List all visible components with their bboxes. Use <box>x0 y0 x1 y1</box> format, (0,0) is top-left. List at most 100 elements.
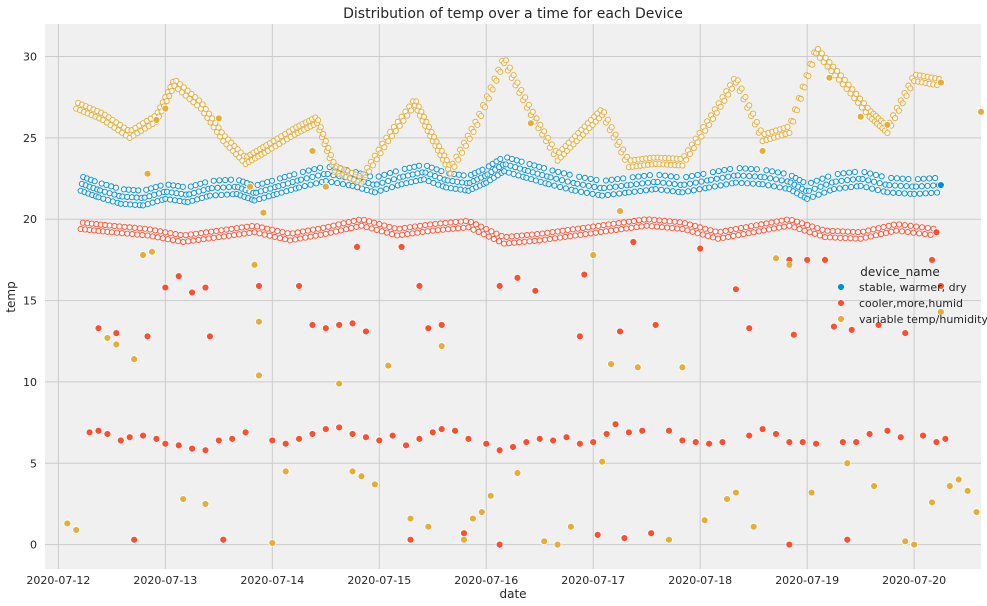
legend-title: device_name <box>860 265 939 279</box>
data-point <box>486 491 495 500</box>
data-point <box>497 68 504 75</box>
data-point <box>255 371 263 380</box>
data-point <box>750 180 757 187</box>
data-point <box>840 170 847 177</box>
data-point <box>180 238 187 246</box>
data-point <box>888 174 895 182</box>
data-point <box>896 433 905 442</box>
data-point <box>738 179 745 187</box>
data-point <box>826 59 833 66</box>
data-point <box>891 182 899 189</box>
data-point <box>888 228 895 235</box>
data-point <box>896 221 903 228</box>
data-point <box>772 176 780 183</box>
data-point <box>721 97 728 104</box>
data-point <box>495 446 504 455</box>
data-point <box>63 519 72 528</box>
data-point <box>223 226 230 233</box>
data-point <box>113 229 120 236</box>
data-point <box>629 238 638 246</box>
data-point <box>307 233 314 240</box>
data-point <box>152 227 159 234</box>
data-point <box>187 231 194 238</box>
y-tick-label: 5 <box>30 457 37 470</box>
data-point <box>289 230 296 237</box>
data-point <box>455 225 462 232</box>
data-point <box>327 152 334 159</box>
data-point <box>692 222 699 230</box>
data-point <box>694 230 701 237</box>
x-tick-label: 2020-07-20 <box>882 574 946 587</box>
data-point <box>895 107 902 114</box>
data-point <box>886 182 893 189</box>
data-point <box>636 217 643 224</box>
data-point <box>694 171 701 178</box>
data-point <box>434 227 441 234</box>
data-point <box>798 438 807 447</box>
data-point <box>376 221 383 228</box>
data-point <box>725 233 732 240</box>
data-point <box>130 355 139 364</box>
data-point <box>730 232 737 240</box>
data-point <box>825 173 832 180</box>
data-point <box>587 230 594 237</box>
data-point <box>884 129 891 137</box>
data-point <box>629 174 636 181</box>
data-point <box>414 170 421 177</box>
data-point <box>707 176 715 183</box>
data-point <box>536 237 543 244</box>
data-point <box>926 175 933 182</box>
data-point <box>343 226 350 233</box>
data-point <box>753 119 760 126</box>
data-point <box>460 172 467 179</box>
data-point <box>176 81 184 88</box>
data-point <box>488 228 495 235</box>
data-point <box>480 231 487 238</box>
data-point <box>391 225 398 232</box>
data-point <box>437 220 444 227</box>
data-point <box>373 156 380 163</box>
data-point <box>922 190 929 197</box>
data-point <box>296 184 303 191</box>
data-point <box>705 439 714 448</box>
data-point <box>589 438 598 447</box>
data-point <box>541 236 548 243</box>
data-point <box>274 227 281 235</box>
data-point <box>438 147 445 154</box>
data-point <box>748 165 755 172</box>
data-point <box>236 231 243 238</box>
data-point <box>381 222 388 229</box>
data-point <box>848 183 855 191</box>
data-point <box>807 488 816 497</box>
data-point <box>103 334 112 342</box>
data-point <box>111 222 118 230</box>
y-tick-label: 15 <box>23 295 37 308</box>
data-point <box>688 172 695 180</box>
data-point <box>557 183 564 191</box>
data-point <box>464 434 473 443</box>
data-point <box>928 498 936 507</box>
data-point <box>856 95 864 102</box>
data-point <box>847 235 854 242</box>
data-point <box>248 223 255 230</box>
data-point <box>809 61 816 68</box>
data-point <box>335 423 344 432</box>
data-point <box>400 117 407 124</box>
data-point <box>441 152 448 159</box>
data-point <box>625 218 632 225</box>
data-point <box>159 235 166 242</box>
data-point <box>383 185 390 192</box>
data-point <box>618 226 625 233</box>
data-point <box>928 189 935 197</box>
data-point <box>375 436 384 445</box>
data-point <box>608 124 615 131</box>
data-point <box>722 227 729 234</box>
data-point <box>577 231 584 238</box>
data-point <box>714 235 722 242</box>
data-point <box>495 238 503 245</box>
data-point <box>366 218 373 225</box>
data-point <box>388 132 396 140</box>
data-point <box>711 183 718 190</box>
data-point <box>608 227 615 234</box>
data-point <box>112 184 120 191</box>
